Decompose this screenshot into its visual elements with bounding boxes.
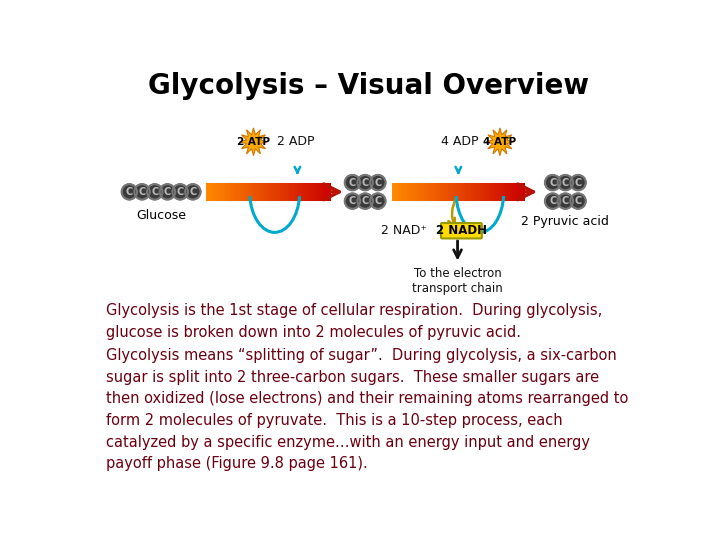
Text: Glucose: Glucose [136,209,186,222]
Circle shape [545,193,560,209]
Text: Glycolysis – Visual Overview: Glycolysis – Visual Overview [148,72,590,100]
Text: Glycolysis means “splitting of sugar”.  During glycolysis, a six-carbon
sugar is: Glycolysis means “splitting of sugar”. D… [106,348,628,471]
Text: C: C [151,187,158,197]
Circle shape [370,193,385,209]
Circle shape [570,175,586,190]
Text: C: C [549,196,557,206]
Text: C: C [562,196,569,206]
Circle shape [357,175,373,190]
Text: 4 ADP: 4 ADP [441,136,479,148]
Text: 2 NAD⁺: 2 NAD⁺ [381,224,427,237]
Circle shape [345,193,360,209]
Text: C: C [361,178,369,187]
Text: C: C [374,196,382,206]
Polygon shape [240,128,267,156]
Text: 2 Pyruvic acid: 2 Pyruvic acid [521,215,609,228]
Circle shape [173,184,188,200]
Circle shape [160,184,175,200]
Text: C: C [374,178,382,187]
Circle shape [558,175,573,190]
Text: C: C [189,187,197,197]
Circle shape [185,184,201,200]
Circle shape [357,193,373,209]
Circle shape [545,175,560,190]
Circle shape [345,175,360,190]
Circle shape [147,184,163,200]
Text: C: C [348,196,356,206]
Circle shape [570,193,586,209]
Text: 2 ATP: 2 ATP [237,137,270,147]
Circle shape [135,184,150,200]
Text: To the electron
transport chain: To the electron transport chain [412,267,503,294]
Text: C: C [575,178,582,187]
Text: C: C [575,196,582,206]
Text: C: C [138,187,145,197]
Text: C: C [126,187,133,197]
Circle shape [558,193,573,209]
Text: C: C [348,178,356,187]
Text: C: C [562,178,569,187]
Text: C: C [176,187,184,197]
Text: 2 ADP: 2 ADP [277,136,315,148]
Text: 2 NADH: 2 NADH [436,224,487,237]
Text: C: C [361,196,369,206]
Text: Glycolysis is the 1st stage of cellular respiration.  During glycolysis,
glucose: Glycolysis is the 1st stage of cellular … [106,303,602,340]
Text: C: C [549,178,557,187]
Text: C: C [164,187,171,197]
Circle shape [122,184,137,200]
Text: 4 ATP: 4 ATP [483,137,516,147]
FancyBboxPatch shape [441,223,482,239]
Polygon shape [486,128,514,156]
Circle shape [370,175,385,190]
